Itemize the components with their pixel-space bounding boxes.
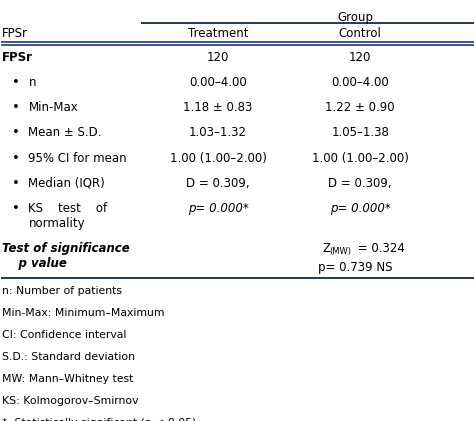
Text: •: •: [12, 126, 20, 139]
Text: •: •: [12, 177, 20, 190]
Text: Test of significance
    p value: Test of significance p value: [2, 242, 130, 270]
Text: 95% CI for mean: 95% CI for mean: [28, 152, 127, 165]
Text: •: •: [12, 101, 20, 114]
Text: •: •: [12, 152, 20, 165]
Text: Median (IQR): Median (IQR): [28, 177, 105, 190]
Text: Z: Z: [322, 242, 330, 255]
Text: *: Statistically significant (p < 0.05): *: Statistically significant (p < 0.05): [2, 418, 197, 421]
Text: p= 0.739 NS: p= 0.739 NS: [318, 261, 392, 274]
Text: n: Number of patients: n: Number of patients: [2, 286, 122, 296]
Text: 1.18 ± 0.83: 1.18 ± 0.83: [183, 101, 253, 114]
Text: KS: Kolmogorov–Smirnov: KS: Kolmogorov–Smirnov: [2, 396, 139, 406]
Text: FPSr: FPSr: [2, 51, 33, 64]
Text: •: •: [12, 202, 20, 215]
Text: Treatment: Treatment: [188, 27, 248, 40]
Text: n: n: [28, 76, 36, 89]
Text: 0.00–4.00: 0.00–4.00: [331, 76, 389, 89]
Text: 1.03–1.32: 1.03–1.32: [189, 126, 247, 139]
Text: 120: 120: [349, 51, 372, 64]
Text: KS    test    of
normality: KS test of normality: [28, 202, 108, 230]
Text: Min-Max: Minimum–Maximum: Min-Max: Minimum–Maximum: [2, 308, 165, 318]
Text: Group: Group: [337, 11, 373, 24]
Text: S.D.: Standard deviation: S.D.: Standard deviation: [2, 352, 136, 362]
Text: •: •: [12, 76, 20, 89]
Text: 1.22 ± 0.90: 1.22 ± 0.90: [326, 101, 395, 114]
Text: p= 0.000*: p= 0.000*: [188, 202, 248, 215]
Text: 0.00–4.00: 0.00–4.00: [189, 76, 247, 89]
Text: 1.05–1.38: 1.05–1.38: [331, 126, 389, 139]
Text: MW: Mann–Whitney test: MW: Mann–Whitney test: [2, 374, 134, 384]
Text: Min-Max: Min-Max: [28, 101, 78, 114]
Text: p= 0.000*: p= 0.000*: [330, 202, 391, 215]
Text: CI: Confidence interval: CI: Confidence interval: [2, 330, 127, 340]
Text: FPSr: FPSr: [2, 27, 28, 40]
Text: (MW): (MW): [329, 247, 351, 256]
Text: D = 0.309,: D = 0.309,: [186, 177, 250, 190]
Text: D = 0.309,: D = 0.309,: [328, 177, 392, 190]
Text: Control: Control: [339, 27, 382, 40]
Text: Mean ± S.D.: Mean ± S.D.: [28, 126, 102, 139]
Text: = 0.324: = 0.324: [354, 242, 405, 255]
Text: 1.00 (1.00–2.00): 1.00 (1.00–2.00): [170, 152, 266, 165]
Text: 1.00 (1.00–2.00): 1.00 (1.00–2.00): [312, 152, 409, 165]
Text: 120: 120: [207, 51, 229, 64]
